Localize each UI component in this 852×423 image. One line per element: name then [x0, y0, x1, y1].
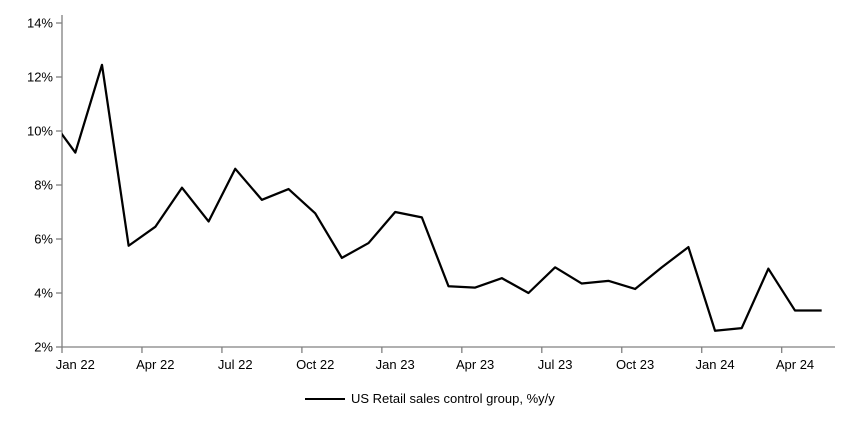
x-tick-label: Oct 23: [616, 357, 654, 372]
legend: US Retail sales control group, %y/y: [305, 391, 555, 406]
y-tick-label: 8%: [34, 178, 53, 193]
legend-label: US Retail sales control group, %y/y: [351, 391, 555, 406]
x-tick-label: Jan 23: [376, 357, 415, 372]
y-tick-label: 2%: [34, 340, 53, 355]
x-tick-label: Jan 24: [696, 357, 735, 372]
y-tick-label: 12%: [27, 70, 53, 85]
y-tick-label: 10%: [27, 124, 53, 139]
legend-line-swatch: [305, 397, 345, 400]
x-tick-label: Apr 22: [136, 357, 174, 372]
x-tick-label: Jul 22: [218, 357, 253, 372]
axes: [56, 15, 835, 353]
series-line-layer: [62, 63, 822, 332]
y-tick-label: 14%: [27, 16, 53, 31]
axis-labels: 2% 4% 6% 8% 10% 12% 14% Jan 22 Apr 22 Jul 22 Oct 2…: [27, 16, 814, 373]
y-tick-label: 6%: [34, 232, 53, 247]
x-tick-label: Oct 22: [296, 357, 334, 372]
x-tick-label: Jan 22: [56, 357, 95, 372]
x-tick-label: Jul 23: [538, 357, 573, 372]
x-tick-label: Apr 24: [776, 357, 814, 372]
series-line: [62, 63, 822, 332]
x-tick-label: Apr 23: [456, 357, 494, 372]
y-tick-label: 4%: [34, 286, 53, 301]
